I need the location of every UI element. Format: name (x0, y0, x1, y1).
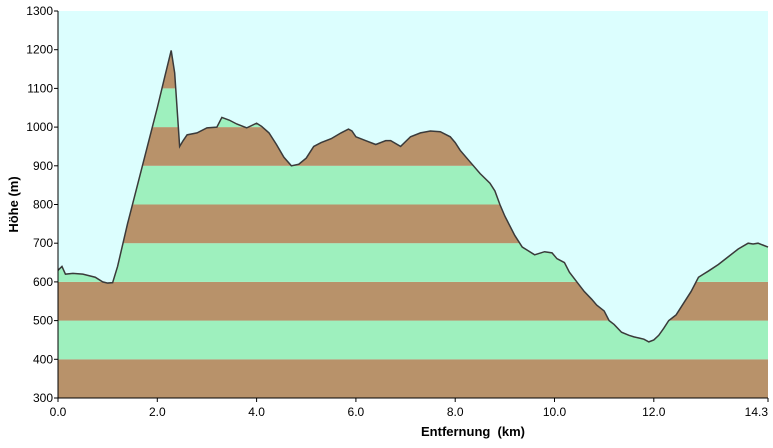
x-tick-label: 6.0 (348, 405, 365, 419)
x-tick-label: 12.0 (642, 405, 666, 419)
elevation-series-line (57, 50, 769, 343)
x-tick-label: 10.0 (543, 405, 567, 419)
x-tick-label: 8.0 (447, 405, 464, 419)
elevation-band (58, 359, 768, 398)
x-tick-label: 4.0 (248, 405, 265, 419)
x-axis-ticks: 0.0 2.0 4.0 6.0 8.0 10.0 12.0 14.3 (50, 398, 769, 419)
y-tick-label: 800 (33, 198, 53, 212)
y-tick-label: 700 (33, 236, 53, 250)
y-tick-label: 500 (33, 314, 53, 328)
y-tick-label: 1000 (26, 120, 53, 134)
y-tick-label: 1300 (26, 4, 53, 18)
x-tick-label: 2.0 (149, 405, 166, 419)
y-tick-label: 1100 (27, 81, 53, 95)
y-tick-label: 300 (33, 391, 53, 405)
x-tick-label: 0.0 (50, 405, 67, 419)
y-tick-label: 1200 (26, 43, 53, 57)
x-axis-title: Entfernung (km) (421, 424, 525, 439)
y-tick-label: 600 (33, 275, 53, 289)
x-tick-label: 14.3 (745, 405, 769, 419)
y-tick-label: 900 (33, 159, 53, 173)
y-axis-title: Höhe (m) (6, 176, 21, 232)
y-tick-label: 400 (33, 352, 53, 366)
y-axis-ticks: 300 400 500 600 700 800 900 1000 1100 1200 1300 (26, 4, 58, 405)
